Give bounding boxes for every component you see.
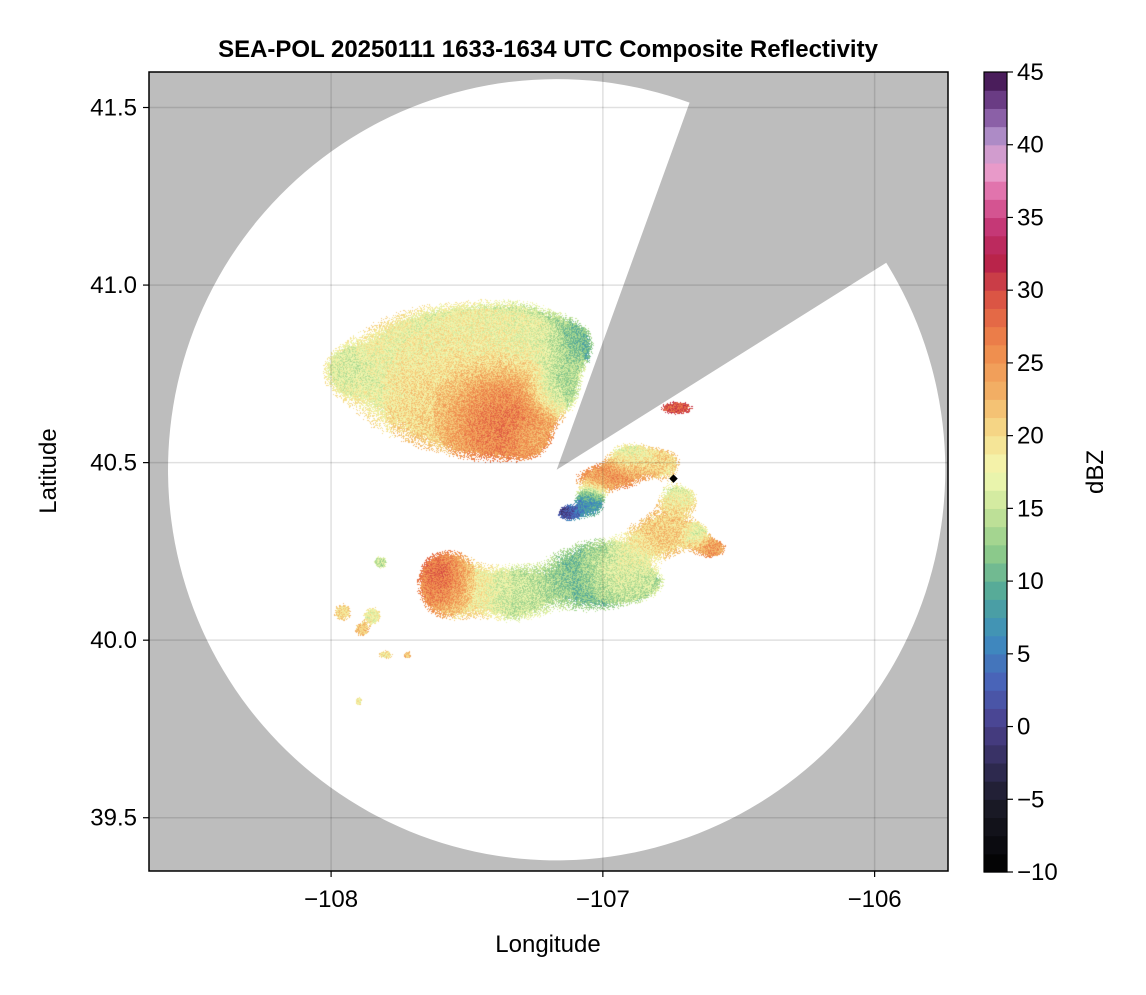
colorbar-segment	[984, 799, 1007, 819]
colorbar-segment	[984, 599, 1007, 619]
site-marker	[669, 474, 678, 483]
colorbar-segment	[984, 544, 1007, 564]
colorbar-segment	[984, 181, 1007, 200]
colorbar-segment	[984, 308, 1007, 328]
colorbar-segment	[984, 144, 1007, 164]
colorbar-segment	[984, 253, 1007, 273]
colorbar-segment	[984, 272, 1007, 291]
colorbar-segment	[984, 817, 1007, 837]
colorbar-segment	[984, 562, 1007, 582]
colorbar-segment	[984, 199, 1007, 219]
plot-frame	[148, 71, 949, 872]
colorbar-segment	[984, 708, 1007, 728]
y-axis-label: Latitude	[35, 428, 62, 513]
colorbar-segment	[984, 108, 1007, 128]
grid-lines	[149, 72, 948, 871]
colorbar-segment	[984, 581, 1007, 600]
colorbar-segment	[984, 653, 1007, 673]
colorbar-segment	[984, 635, 1007, 655]
colorbar-segment	[984, 744, 1007, 764]
colorbar-label: dBZ	[1082, 450, 1109, 494]
colorbar-segment	[984, 526, 1007, 546]
y-tick-label: 40.5	[90, 450, 137, 477]
y-axis-ticks: 39.5 40.0 40.5 41.0 41.5	[90, 95, 149, 832]
colorbar-segment	[984, 617, 1007, 637]
colorbar-segment	[984, 472, 1007, 491]
colorbar-tick-label: 5	[1017, 641, 1030, 668]
colorbar-tick-label: 25	[1017, 350, 1044, 377]
colorbar-segment	[984, 90, 1007, 109]
colorbar-segment	[984, 290, 1007, 309]
colorbar-segment	[984, 399, 1007, 419]
colorbar-tick-label: 40	[1017, 132, 1044, 159]
colorbar-segment	[984, 417, 1007, 437]
colorbar-tick-label: 35	[1017, 204, 1044, 231]
colorbar-segment	[984, 126, 1007, 146]
colorbar-tick-label: 15	[1017, 495, 1044, 522]
colorbar-segment	[984, 690, 1007, 709]
x-axis-label: Longitude	[495, 931, 600, 958]
colorbar-ticks: −10 −5 0 5 10 15 20 25 30 35 40 45	[1007, 59, 1058, 886]
colorbar-segment	[984, 435, 1007, 455]
colorbar-segment	[984, 726, 1007, 746]
colorbar-tick-label: −5	[1017, 786, 1044, 813]
colorbar-segment	[984, 326, 1007, 346]
reflectivity-echoes	[149, 72, 948, 871]
colorbar-segment	[984, 508, 1007, 528]
colorbar-segment	[984, 381, 1007, 400]
colorbar-segment	[984, 453, 1007, 473]
colorbar-tick-label: 10	[1017, 568, 1044, 595]
colorbar-tick-label: 30	[1017, 277, 1044, 304]
colorbar-segment	[984, 217, 1007, 237]
y-tick-label: 40.0	[90, 627, 137, 654]
colorbar-tick-label: 0	[1017, 714, 1030, 741]
x-tick-label: −106	[848, 886, 902, 913]
colorbar-tick-label: 20	[1017, 423, 1044, 450]
x-axis-ticks: −108 −107 −106	[304, 871, 902, 913]
chart-title: SEA-POL 20250111 1633-1634 UTC Composite…	[218, 36, 879, 63]
colorbar-segment	[984, 672, 1007, 691]
y-tick-label: 39.5	[90, 805, 137, 832]
colorbar-tick-label: −10	[1017, 859, 1058, 886]
y-tick-label: 41.5	[90, 95, 137, 122]
colorbar-segment	[984, 762, 1007, 782]
colorbar-segment	[984, 235, 1007, 255]
colorbar-segment	[984, 344, 1007, 364]
y-tick-label: 41.0	[90, 272, 137, 299]
x-tick-label: −108	[304, 886, 358, 913]
colorbar-segment	[984, 853, 1007, 873]
colorbar-segment	[984, 162, 1007, 182]
colorbar-segment	[984, 781, 1007, 800]
colorbar	[983, 71, 1008, 873]
colorbar-segment	[984, 490, 1007, 509]
colorbar-segment	[984, 362, 1007, 382]
colorbar-tick-label: 45	[1017, 59, 1044, 86]
colorbar-frame	[983, 71, 1008, 873]
colorbar-segment	[984, 835, 1007, 855]
x-tick-label: −107	[576, 886, 630, 913]
colorbar-segment	[984, 72, 1007, 91]
